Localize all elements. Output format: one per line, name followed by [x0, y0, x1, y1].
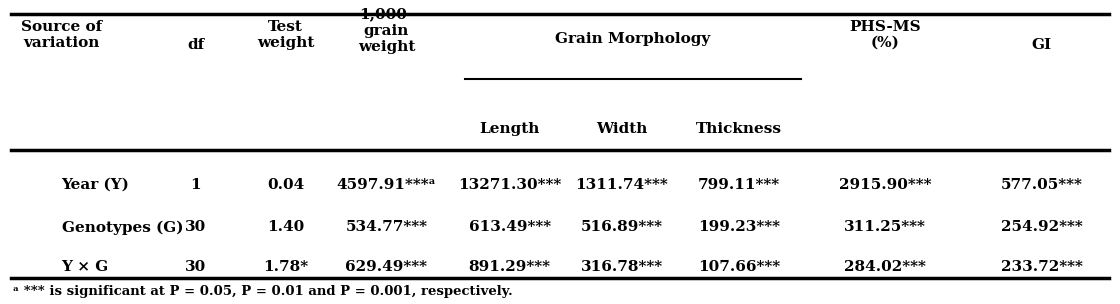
Text: 1.78*: 1.78*	[263, 260, 308, 274]
Text: 891.29***: 891.29***	[468, 260, 551, 274]
Text: 316.78***: 316.78***	[580, 260, 663, 274]
Text: Grain Morphology: Grain Morphology	[556, 32, 710, 46]
Text: 1: 1	[190, 178, 202, 192]
Text: PHS-MS
(%): PHS-MS (%)	[849, 20, 921, 50]
Text: Source of
variation: Source of variation	[21, 20, 102, 50]
Text: 30: 30	[186, 220, 206, 234]
Text: 799.11***: 799.11***	[698, 178, 781, 192]
Text: 199.23***: 199.23***	[698, 220, 781, 234]
Text: 1,000-
grain
weight: 1,000- grain weight	[357, 8, 416, 54]
Text: 534.77***: 534.77***	[345, 220, 428, 234]
Text: 233.72***: 233.72***	[1000, 260, 1083, 274]
Text: 4597.91***ᵃ: 4597.91***ᵃ	[336, 178, 437, 192]
Text: 107.66***: 107.66***	[698, 260, 781, 274]
Text: df: df	[187, 38, 205, 52]
Text: Y × G: Y × G	[62, 260, 109, 274]
Text: Test
weight: Test weight	[256, 20, 315, 50]
Text: 613.49***: 613.49***	[468, 220, 551, 234]
Text: Year (Y): Year (Y)	[62, 178, 130, 192]
Text: 2915.90***: 2915.90***	[839, 178, 931, 192]
Text: 254.92***: 254.92***	[1001, 220, 1082, 234]
Text: Thickness: Thickness	[697, 122, 782, 136]
Text: 311.25***: 311.25***	[843, 220, 926, 234]
Text: 516.89***: 516.89***	[580, 220, 663, 234]
Text: Genotypes (G): Genotypes (G)	[62, 220, 183, 235]
Text: Width: Width	[596, 122, 647, 136]
Text: 0.04: 0.04	[267, 178, 305, 192]
Text: 629.49***: 629.49***	[345, 260, 428, 274]
Text: 13271.30***: 13271.30***	[458, 178, 561, 192]
Text: 284.02***: 284.02***	[843, 260, 926, 274]
Text: 1.40: 1.40	[267, 220, 305, 234]
Text: Length: Length	[479, 122, 540, 136]
Text: GI: GI	[1032, 38, 1052, 52]
Text: 577.05***: 577.05***	[1000, 178, 1083, 192]
Text: 30: 30	[186, 260, 206, 274]
Text: ᵃ *** is significant at P = 0.05, P = 0.01 and P = 0.001, respectively.: ᵃ *** is significant at P = 0.05, P = 0.…	[13, 285, 513, 298]
Text: 1311.74***: 1311.74***	[576, 178, 668, 192]
